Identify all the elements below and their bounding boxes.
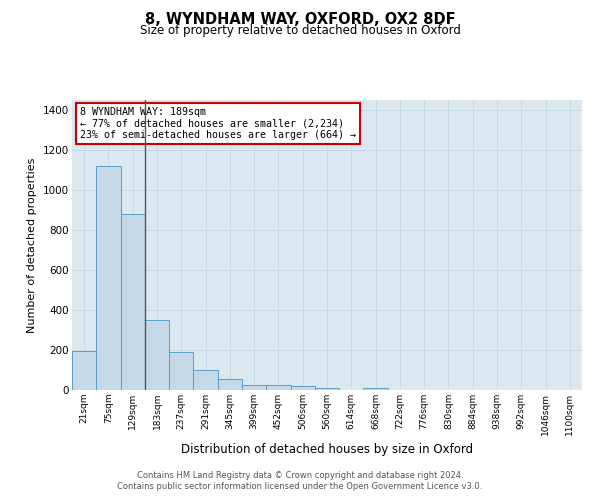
Y-axis label: Number of detached properties: Number of detached properties <box>28 158 37 332</box>
X-axis label: Distribution of detached houses by size in Oxford: Distribution of detached houses by size … <box>181 443 473 456</box>
Bar <box>315 388 339 390</box>
Text: Contains HM Land Registry data © Crown copyright and database right 2024.: Contains HM Land Registry data © Crown c… <box>137 471 463 480</box>
Bar <box>242 385 266 390</box>
Bar <box>72 351 96 390</box>
Text: 8, WYNDHAM WAY, OXFORD, OX2 8DF: 8, WYNDHAM WAY, OXFORD, OX2 8DF <box>145 12 455 28</box>
Bar <box>218 379 242 390</box>
Bar <box>290 386 315 390</box>
Text: 8 WYNDHAM WAY: 189sqm
← 77% of detached houses are smaller (2,234)
23% of semi-d: 8 WYNDHAM WAY: 189sqm ← 77% of detached … <box>80 108 356 140</box>
Bar <box>121 214 145 390</box>
Bar <box>169 352 193 390</box>
Text: Contains public sector information licensed under the Open Government Licence v3: Contains public sector information licen… <box>118 482 482 491</box>
Bar <box>266 385 290 390</box>
Bar <box>96 166 121 390</box>
Bar <box>193 370 218 390</box>
Text: Size of property relative to detached houses in Oxford: Size of property relative to detached ho… <box>140 24 460 37</box>
Bar <box>364 388 388 390</box>
Bar <box>145 320 169 390</box>
